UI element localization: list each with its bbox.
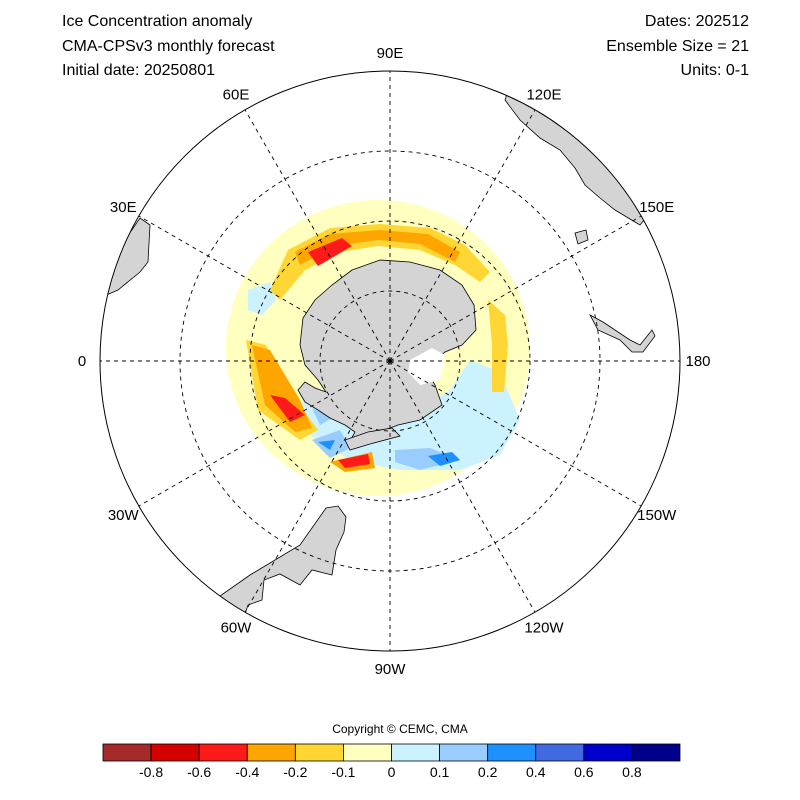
longitude-labels: 0 30E 60E 90E 120E 150E 180 150W 120W 90W 60W 30W xyxy=(78,45,711,678)
new-zealand-land xyxy=(589,314,656,353)
meridian-line xyxy=(389,360,642,507)
colorbar-swatch xyxy=(294,743,344,762)
ensemble-size: Ensemble Size = 21 xyxy=(606,38,749,55)
forecast-dates: Dates: 202512 xyxy=(644,13,749,30)
longitude-label: 120W xyxy=(524,620,564,637)
colorbar-tick-label: 0.6 xyxy=(574,764,594,780)
longitude-label: 30E xyxy=(110,199,137,216)
anomaly-negative-red-south xyxy=(338,454,370,468)
colorbar-tick-label: -0.4 xyxy=(235,764,260,780)
colorbar-swatch xyxy=(198,743,248,762)
colorbar-tick-label: 0.1 xyxy=(429,764,450,780)
colorbar-tick-label: -0.1 xyxy=(331,764,356,780)
colorbar-tick-label: -0.8 xyxy=(139,764,164,780)
longitude-label: 150W xyxy=(637,507,677,524)
longitude-label: 60W xyxy=(221,620,253,637)
colorbar-swatch xyxy=(631,743,681,762)
longitude-label: 0 xyxy=(78,353,86,370)
latitude-circle-80s xyxy=(319,290,461,432)
anomaly-positive-blue xyxy=(312,408,460,470)
colorbar-swatch xyxy=(439,743,489,762)
colorbar-tick-label: 0.2 xyxy=(477,764,498,780)
colorbar-swatch xyxy=(535,743,585,762)
anomaly-negative-red-west xyxy=(270,395,305,422)
meridian-line xyxy=(389,109,536,362)
meridian-line xyxy=(389,360,536,613)
map-boundary xyxy=(99,70,681,652)
colorbar-swatch xyxy=(150,743,200,762)
longitude-label: 90W xyxy=(375,661,407,678)
colorbar-swatch xyxy=(391,743,440,762)
colorbar-swatch xyxy=(583,743,633,762)
longitude-label: 30W xyxy=(108,507,140,524)
longitude-label: 150E xyxy=(639,199,674,216)
antarctic-peninsula-land xyxy=(344,427,401,451)
colorbar-swatch xyxy=(246,743,296,762)
colorbar-swatch xyxy=(102,743,152,762)
units-label: Units: 0-1 xyxy=(680,62,749,79)
polar-map: 0 30E 60E 90E 120E 150E 180 150W 120W 90W 60W 30W xyxy=(78,45,711,678)
colorbar-swatch xyxy=(487,743,537,762)
meridian-line xyxy=(138,215,391,362)
meridian-line xyxy=(138,360,391,507)
meridian-line xyxy=(244,109,391,362)
longitude-label: 60E xyxy=(223,86,250,103)
anomaly-negative-red-north xyxy=(308,238,352,266)
meridian-line xyxy=(389,215,642,362)
anomaly-positive-strong-blue xyxy=(318,440,460,466)
colorbar-tick-label: 0.8 xyxy=(622,764,642,780)
tasmania-land xyxy=(574,229,589,245)
copyright-text: Copyright © CEMC, CMA xyxy=(332,722,468,736)
ice-shelf-area xyxy=(408,348,445,385)
meridian-line xyxy=(244,360,391,613)
colorbar-tick-label: -0.6 xyxy=(187,764,212,780)
anomaly-negative-band-east xyxy=(488,300,508,392)
initial-date: Initial date: 20250801 xyxy=(62,62,216,79)
model-name: CMA-CPSv3 monthly forecast xyxy=(62,38,275,55)
map-title: Ice Concentration anomaly xyxy=(62,13,253,30)
colorbar-tick-label: -0.2 xyxy=(283,764,308,780)
anomaly-negative-orange-north xyxy=(295,230,460,265)
longitude-label: 120E xyxy=(526,86,561,103)
colorbar-tick-label: 0 xyxy=(387,764,396,780)
colorbar xyxy=(102,743,681,762)
longitude-label: 180 xyxy=(685,353,710,370)
meridian-lines xyxy=(100,71,680,651)
colorbar-swatch xyxy=(343,743,392,762)
longitude-label: 90E xyxy=(377,45,404,62)
colorbar-tick-label: 0.4 xyxy=(526,764,546,780)
